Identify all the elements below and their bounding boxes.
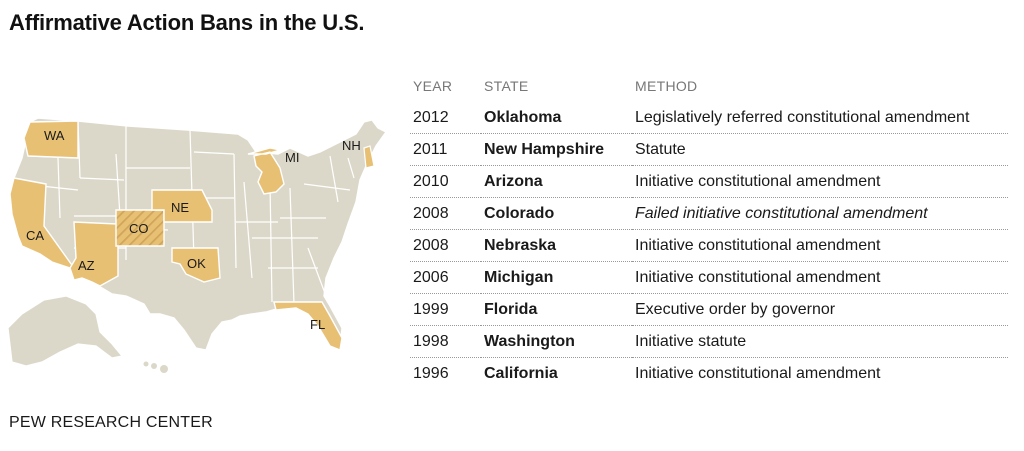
state-label-ok: OK [187, 256, 206, 271]
header-state: STATE [484, 78, 529, 94]
year-cell: 1998 [410, 325, 481, 358]
us-map-svg: WA CA AZ CO NE OK MI NH FL [8, 118, 388, 373]
state-label-nh: NH [342, 138, 361, 153]
alaska-shape [8, 295, 124, 367]
year-cell: 2010 [410, 165, 481, 198]
header-year: YEAR [413, 78, 453, 94]
state-shape-az [69, 221, 119, 287]
year-cell: 2008 [410, 229, 481, 262]
state-cell: Washington [481, 325, 632, 358]
table-row: 2006 Michigan Initiative constitutional am… [410, 261, 1008, 294]
year-cell: 1999 [410, 293, 481, 326]
state-cell: California [484, 364, 558, 382]
state-label-mi: MI [285, 150, 299, 165]
method-cell: Statute [632, 133, 1008, 166]
source-credit: PEW RESEARCH CENTER [9, 414, 213, 431]
state-cell: Arizona [481, 165, 632, 198]
method-cell: Initiative constitutional amendment [632, 165, 1008, 198]
hawaii-shape [143, 361, 168, 373]
table-row: 1998 Washington Initiative statute [410, 325, 1008, 358]
year-cell: 1996 [413, 364, 449, 382]
table-row: 2012 Oklahoma Legislatively referred const… [410, 102, 1008, 134]
chart-title: Affirmative Action Bans in the U.S. [9, 10, 365, 35]
state-cell: Colorado [481, 197, 632, 230]
state-shape-ne [151, 189, 213, 223]
table-row: 2011 New Hampshire Statute [410, 133, 1008, 166]
state-label-ca: CA [26, 228, 44, 243]
state-label-wa: WA [44, 128, 65, 143]
method-cell: Initiative constitutional amendment [635, 364, 881, 382]
method-cell: Initiative constitutional amendment [632, 261, 1008, 294]
method-cell: Legislatively referred constitutional am… [632, 102, 1008, 134]
year-cell: 2012 [410, 102, 481, 134]
table-body: 2012 Oklahoma Legislatively referred const… [410, 102, 1008, 389]
state-cell: Oklahoma [481, 102, 632, 134]
table-row: 2008 Nebraska Initiative constitutional am… [410, 229, 1008, 262]
table-header-row: YEAR STATE METHOD [410, 74, 1008, 102]
state-label-az: AZ [78, 258, 95, 273]
header-method: METHOD [635, 78, 698, 94]
state-shape-nh [363, 145, 375, 169]
year-cell: 2011 [410, 133, 481, 166]
state-shape-ok [171, 247, 221, 283]
state-shape-ca [9, 177, 76, 269]
state-label-ne: NE [171, 200, 189, 215]
state-shape-wa [23, 120, 79, 159]
us-map: WA CA AZ CO NE OK MI NH FL [8, 118, 398, 374]
method-cell: Initiative constitutional amendment [632, 229, 1008, 262]
state-label-fl: FL [310, 317, 325, 332]
state-cell: Michigan [481, 261, 632, 294]
year-cell: 2006 [410, 261, 481, 294]
table-row: 1999 Florida Executive order by governor [410, 293, 1008, 326]
state-cell: Florida [481, 293, 632, 326]
state-shape-mi [247, 147, 285, 195]
table-row: 2010 Arizona Initiative constitutional ame… [410, 165, 1008, 198]
bans-table-container: YEAR STATE METHOD 2012 Oklahoma Legislativ… [410, 74, 1010, 389]
state-shape-co [115, 209, 165, 247]
state-cell: New Hampshire [481, 133, 632, 166]
bans-table: YEAR STATE METHOD 2012 Oklahoma Legislativ… [410, 74, 1008, 389]
year-cell: 2008 [410, 197, 481, 230]
state-label-co: CO [129, 221, 149, 236]
method-cell: Executive order by governor [632, 293, 1008, 326]
table-row: 2008 Colorado Failed initiative constituti… [410, 197, 1008, 230]
state-shape-fl [273, 301, 343, 351]
table-row: 1996 California Initiative constitutional … [410, 358, 1008, 390]
method-cell: Failed initiative constitutional amendme… [632, 197, 1008, 230]
method-cell: Initiative statute [632, 325, 1008, 358]
state-cell: Nebraska [481, 229, 632, 262]
